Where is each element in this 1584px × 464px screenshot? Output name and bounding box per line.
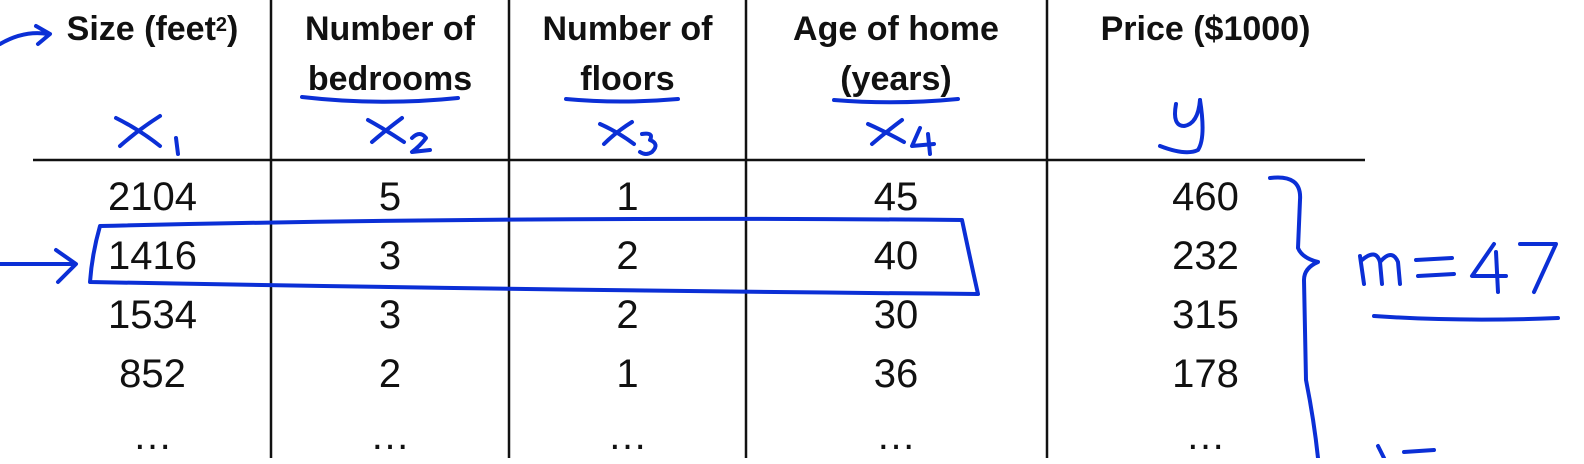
brace-icon	[1268, 175, 1320, 458]
header-size-tail: )	[227, 10, 239, 48]
header-age-line2: (years)	[840, 60, 952, 98]
table-cell: 2	[378, 352, 402, 396]
header-age: Age of home (years)	[747, 4, 1045, 104]
header-age-line1: Age of home	[793, 10, 999, 48]
table-cell: 30	[873, 293, 919, 337]
header-bedrooms: Number of bedrooms	[272, 4, 508, 104]
label-x4	[866, 118, 936, 156]
header-floors-line1: Number of	[542, 10, 713, 48]
label-x2	[366, 116, 432, 154]
underline-years	[832, 97, 960, 105]
table-cell: 178	[1172, 352, 1239, 396]
header-bedrooms-line2: bedrooms	[307, 60, 473, 98]
label-x1	[114, 114, 180, 156]
table-cell: 36	[873, 352, 919, 396]
underline-bedrooms	[300, 95, 460, 104]
header-bedrooms-line1: Number of	[305, 10, 475, 48]
table-cell: 3	[378, 293, 402, 337]
header-size-superscript: 2	[215, 14, 228, 36]
table-cell: 1	[616, 175, 639, 219]
header-size: Size (feet2)	[35, 4, 270, 54]
table-cell: 232	[1172, 234, 1239, 278]
table-cell: 1	[616, 352, 639, 396]
label-x3	[598, 120, 658, 156]
table-cell: 3	[378, 234, 402, 278]
table-cell: 2104	[108, 175, 197, 219]
table-cell: 315	[1172, 293, 1239, 337]
table-cell: …	[132, 414, 173, 458]
header-price-line1: Price ($1000)	[1100, 10, 1311, 48]
partial-mark	[1376, 444, 1386, 458]
arrow-to-size-icon	[0, 24, 52, 46]
table-cell: …	[1185, 414, 1226, 458]
m-equals-47-label	[1358, 242, 1560, 322]
label-y	[1158, 98, 1205, 155]
table-cell: 1416	[108, 234, 197, 278]
table-cell: 852	[119, 352, 186, 396]
table-cell: 2	[616, 234, 639, 278]
table-cell: 40	[873, 234, 919, 278]
table-cell: …	[370, 414, 410, 458]
header-floors-line2: floors	[580, 60, 675, 98]
table-cell: 2	[616, 293, 639, 337]
header-floors: Number of floors	[510, 4, 745, 104]
arrow-to-row-icon	[0, 248, 78, 284]
partial-mark	[1402, 448, 1436, 454]
table-cell: 45	[873, 175, 919, 219]
header-size-text: Size (feet	[66, 10, 216, 48]
table-cell: 5	[378, 175, 402, 219]
header-price: Price ($1000)	[1048, 4, 1363, 54]
table-cell: …	[876, 414, 916, 458]
underline-floors	[564, 97, 680, 104]
table-cell: 1534	[108, 293, 197, 337]
table-cell: 460	[1172, 175, 1239, 219]
highlight-row-box	[88, 216, 980, 296]
table-cell: …	[607, 414, 648, 458]
